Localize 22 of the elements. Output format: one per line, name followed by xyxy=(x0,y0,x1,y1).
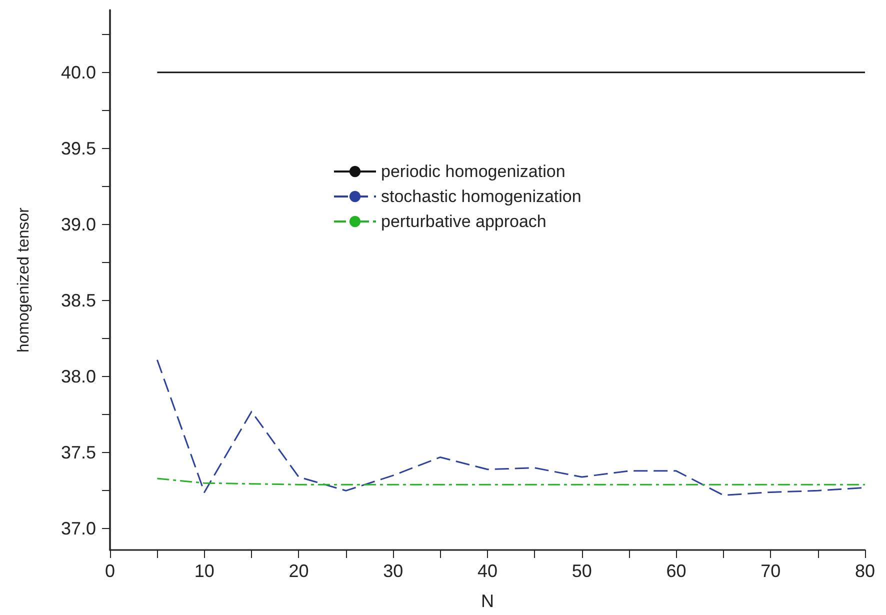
y-tick-label: 37.5 xyxy=(60,442,96,463)
x-axis-title: N xyxy=(480,591,494,611)
x-tick-label: 0 xyxy=(104,561,116,581)
y-tick-label: 40.0 xyxy=(60,62,96,82)
y-axis-title: homogenized tensor xyxy=(16,206,32,352)
line-series xyxy=(156,478,866,486)
legend-label: perturbative approach xyxy=(381,212,546,231)
x-tick-label: 10 xyxy=(194,561,214,581)
y-tick-label: 39.0 xyxy=(60,214,96,234)
x-tick-label: 70 xyxy=(760,561,781,581)
y-tick-label: 39.5 xyxy=(60,138,96,158)
legend-label: stochastic homogenization xyxy=(381,187,582,206)
y-tick-label: 37.0 xyxy=(60,518,96,539)
x-tick-label: 80 xyxy=(854,561,876,581)
x-tick-label: 50 xyxy=(572,561,592,581)
y-tick-label: 38.0 xyxy=(60,366,96,387)
legend-label: periodic homogenization xyxy=(381,162,566,181)
x-tick-label: 20 xyxy=(288,561,309,581)
x-tick-label: 40 xyxy=(477,561,498,581)
x-tick-label: 30 xyxy=(383,561,404,581)
y-tick-label: 38.5 xyxy=(60,290,96,311)
x-tick-label: 60 xyxy=(666,561,686,581)
